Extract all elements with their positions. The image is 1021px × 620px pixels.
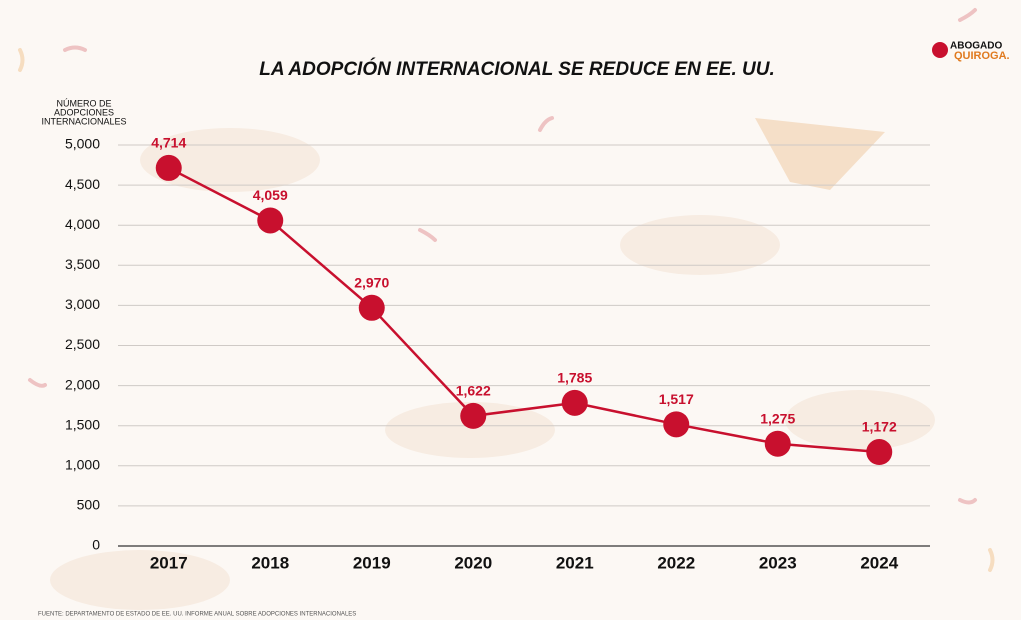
logo: ABOGADO QUIROGA. — [932, 41, 1010, 62]
logo-text: QUIROGA. — [954, 50, 1010, 62]
y-tick-label: 2,000 — [65, 376, 100, 392]
decoration — [50, 118, 935, 610]
x-tick-label: 2023 — [759, 553, 797, 572]
y-tick-label: 0 — [92, 537, 100, 553]
point — [765, 431, 791, 457]
value-label: 4,714 — [151, 135, 186, 151]
y-tick-label: 5,000 — [65, 136, 100, 152]
point — [359, 295, 385, 321]
x-tick-label: 2022 — [657, 553, 695, 572]
source-note: FUENTE: DEPARTAMENTO DE ESTADO DE EE. UU… — [38, 612, 356, 618]
chart: LA ADOPCIÓN INTERNACIONAL SE REDUCE EN E… — [0, 0, 1021, 620]
value-label: 2,970 — [354, 275, 389, 291]
y-tick-label: 1,500 — [65, 416, 100, 432]
x-tick-label: 2017 — [150, 553, 188, 572]
confetti — [20, 10, 993, 570]
point — [460, 403, 486, 429]
y-axis-label: INTERNACIONALES — [41, 116, 126, 126]
x-tick-label: 2024 — [860, 553, 898, 572]
point — [257, 207, 283, 233]
y-tick-label: 500 — [77, 497, 101, 513]
value-label: 4,059 — [253, 187, 288, 203]
point — [663, 411, 689, 437]
value-label: 1,172 — [862, 419, 897, 435]
y-tick-label: 3,000 — [65, 296, 100, 312]
value-label: 1,622 — [456, 383, 491, 399]
x-tick-label: 2020 — [454, 553, 492, 572]
point — [562, 390, 588, 416]
x-tick-label: 2021 — [556, 553, 594, 572]
value-label: 1,275 — [760, 410, 795, 426]
point — [156, 155, 182, 181]
value-label: 1,517 — [659, 391, 694, 407]
chart-title: LA ADOPCIÓN INTERNACIONAL SE REDUCE EN E… — [259, 58, 775, 80]
y-tick-label: 4,000 — [65, 216, 100, 232]
y-tick-label: 3,500 — [65, 256, 100, 272]
x-tick-label: 2018 — [251, 553, 289, 572]
y-tick-label: 1,000 — [65, 457, 100, 473]
y-tick-label: 4,500 — [65, 176, 100, 192]
x-tick-label: 2019 — [353, 553, 391, 572]
value-label: 1,785 — [557, 370, 592, 386]
y-tick-label: 2,500 — [65, 336, 100, 352]
point — [866, 439, 892, 465]
